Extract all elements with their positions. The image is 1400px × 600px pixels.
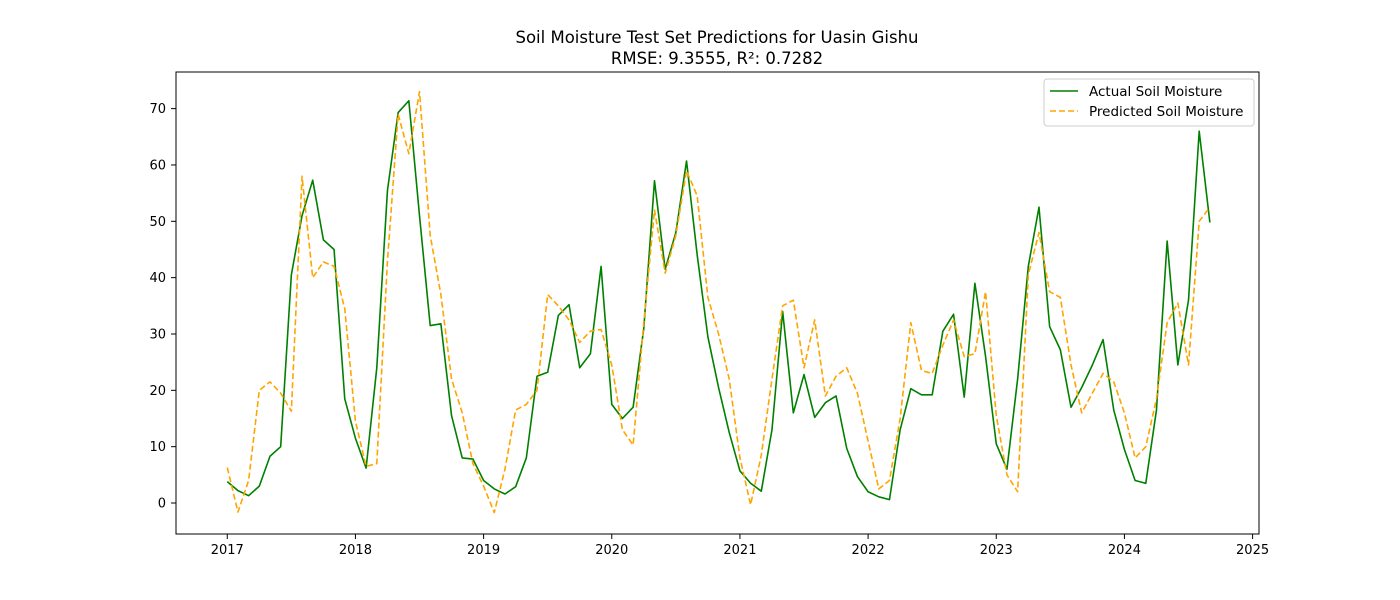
x-tick-label: 2017 [211, 543, 244, 558]
x-tick-label: 2018 [339, 543, 372, 558]
series-layer [226, 90, 1211, 514]
y-axis: 0 10 20 30 40 50 60 70 [149, 102, 176, 512]
chart-title: Soil Moisture Test Set Predictions for U… [515, 28, 918, 47]
legend-label-predicted: Predicted Soil Moisture [1089, 104, 1243, 120]
y-tick-label: 70 [149, 102, 166, 117]
series-line-predicted [226, 90, 1211, 514]
x-tick-label: 2024 [1108, 543, 1141, 558]
plot-frame [175, 71, 1260, 535]
y-tick-label: 40 [149, 271, 166, 286]
series-line-actual [226, 99, 1211, 501]
x-tick-label: 2020 [595, 543, 628, 558]
chart-subtitle: RMSE: 9.3555, R²: 0.7282 [611, 49, 823, 68]
x-tick-label: 2021 [723, 543, 756, 558]
x-tick-label: 2023 [980, 543, 1013, 558]
y-tick-label: 0 [158, 497, 166, 512]
legend-box [1043, 78, 1255, 127]
x-tick-label: 2022 [852, 543, 885, 558]
y-tick-label: 30 [149, 327, 166, 342]
y-tick-label: 50 [149, 215, 166, 230]
y-tick-label: 60 [149, 158, 166, 173]
y-tick-label: 10 [149, 440, 166, 455]
x-tick-label: 2019 [467, 543, 500, 558]
legend: Actual Soil Moisture Predicted Soil Mois… [1043, 78, 1255, 127]
x-axis: 2017 2018 2019 2020 2021 2022 2023 2024 2025 [211, 534, 1269, 558]
plot-area [175, 71, 1260, 535]
legend-label-actual: Actual Soil Moisture [1089, 84, 1222, 100]
y-tick-label: 20 [149, 384, 166, 399]
x-tick-label: 2025 [1236, 543, 1269, 558]
